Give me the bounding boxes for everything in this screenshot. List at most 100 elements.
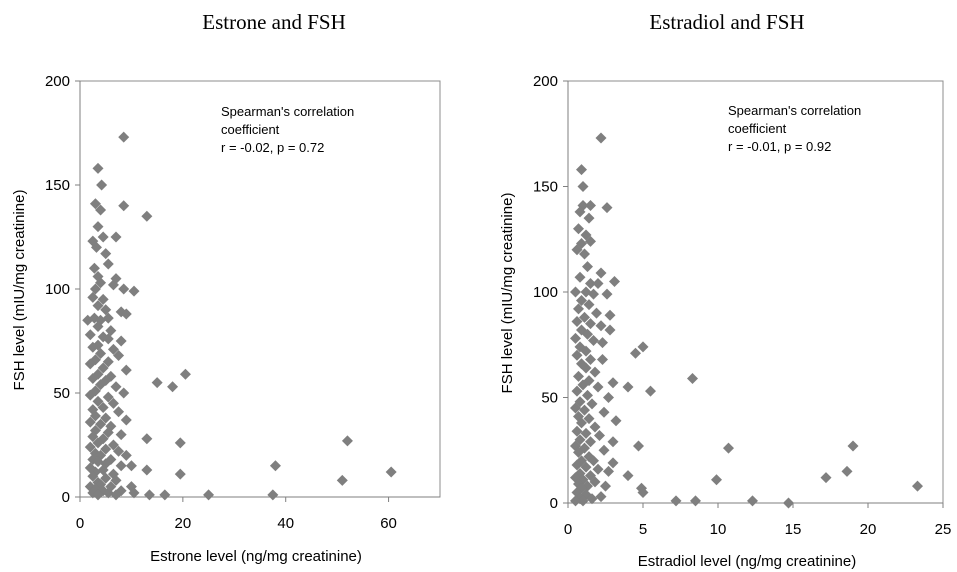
data-point bbox=[102, 258, 114, 270]
data-point bbox=[582, 261, 593, 273]
data-point bbox=[687, 373, 698, 385]
data-point bbox=[585, 199, 596, 211]
data-point bbox=[118, 131, 130, 143]
y-tick-label: 50 bbox=[541, 390, 558, 407]
data-point bbox=[92, 162, 104, 174]
data-point bbox=[583, 299, 595, 311]
data-point bbox=[95, 418, 107, 430]
data-point bbox=[588, 288, 599, 300]
data-point bbox=[589, 421, 601, 433]
points bbox=[570, 132, 923, 509]
data-point bbox=[610, 415, 622, 427]
y-tick-label: 50 bbox=[53, 385, 70, 402]
data-point bbox=[120, 364, 132, 376]
data-point bbox=[607, 436, 619, 448]
data-point bbox=[87, 341, 99, 353]
data-point bbox=[115, 429, 127, 441]
data-point bbox=[585, 354, 596, 366]
data-point bbox=[92, 395, 104, 407]
data-point bbox=[595, 132, 607, 144]
data-point bbox=[118, 387, 130, 399]
data-point bbox=[113, 406, 125, 418]
data-point bbox=[585, 318, 596, 330]
data-point bbox=[179, 368, 191, 380]
annotation-line-2: coefficient bbox=[221, 122, 280, 137]
data-point bbox=[747, 495, 758, 507]
data-point bbox=[100, 248, 112, 260]
data-point bbox=[571, 349, 583, 361]
data-point bbox=[598, 444, 610, 456]
data-point bbox=[604, 324, 616, 336]
data-point bbox=[588, 455, 599, 467]
data-point bbox=[84, 358, 96, 370]
y-tick-label: 200 bbox=[533, 73, 558, 90]
data-point bbox=[87, 372, 99, 384]
data-point bbox=[107, 279, 119, 291]
data-point bbox=[92, 320, 104, 332]
data-point bbox=[90, 241, 102, 253]
data-point bbox=[783, 497, 794, 509]
data-point bbox=[174, 437, 186, 449]
data-point bbox=[102, 391, 114, 403]
y-tick-label: 150 bbox=[533, 179, 558, 196]
data-point bbox=[107, 343, 119, 355]
data-point bbox=[151, 377, 163, 389]
data-point bbox=[577, 379, 589, 391]
data-point bbox=[128, 487, 140, 499]
data-point bbox=[637, 341, 649, 353]
y-ticks: 0 50 100 150 200 bbox=[45, 73, 80, 506]
data-point bbox=[601, 202, 613, 214]
data-point bbox=[110, 381, 122, 393]
data-point bbox=[570, 495, 581, 507]
data-point bbox=[102, 356, 114, 368]
data-point bbox=[105, 325, 117, 337]
data-point bbox=[113, 445, 125, 457]
data-point bbox=[583, 413, 595, 425]
data-point bbox=[95, 277, 107, 289]
data-point bbox=[87, 291, 99, 303]
x-tick-label: 5 bbox=[639, 521, 647, 538]
data-point bbox=[84, 416, 96, 428]
data-point bbox=[592, 278, 604, 290]
data-point bbox=[97, 231, 109, 243]
data-point bbox=[92, 489, 104, 501]
data-point bbox=[120, 449, 132, 461]
x-axis-label: Estradiol level (ng/mg creatinine) bbox=[638, 553, 856, 570]
data-point bbox=[594, 429, 605, 441]
data-point bbox=[586, 493, 598, 505]
data-point bbox=[102, 333, 114, 345]
data-point bbox=[597, 337, 608, 349]
data-point bbox=[128, 285, 140, 297]
data-point bbox=[102, 487, 114, 499]
data-point bbox=[573, 303, 584, 315]
data-point bbox=[95, 347, 107, 359]
annotation-line-3: r = -0.02, p = 0.72 bbox=[221, 140, 324, 155]
data-point bbox=[591, 307, 602, 319]
data-point bbox=[820, 472, 832, 484]
x-tick-label: 60 bbox=[380, 515, 397, 532]
data-point bbox=[607, 377, 619, 389]
data-point bbox=[571, 244, 583, 256]
y-tick-label: 150 bbox=[45, 177, 70, 194]
data-point bbox=[92, 221, 104, 233]
data-point bbox=[579, 404, 590, 416]
annotation-line-1: Spearman's correlation bbox=[728, 103, 861, 118]
x-ticks: 0 20 40 60 bbox=[76, 497, 397, 532]
data-point bbox=[586, 398, 598, 410]
x-tick-label: 10 bbox=[710, 521, 727, 538]
y-axis-label: FSH level (mIU/mg creatinine) bbox=[11, 190, 28, 391]
data-point bbox=[570, 402, 581, 414]
data-point bbox=[92, 456, 104, 468]
data-point bbox=[582, 389, 593, 401]
data-point bbox=[603, 392, 614, 403]
data-point bbox=[576, 417, 587, 429]
data-point bbox=[595, 491, 607, 503]
data-point bbox=[141, 433, 153, 445]
annotation-line-2: coefficient bbox=[728, 121, 787, 136]
data-point bbox=[588, 335, 599, 347]
data-point bbox=[580, 362, 592, 374]
data-point bbox=[582, 328, 593, 340]
data-point bbox=[269, 460, 281, 472]
data-point bbox=[577, 181, 589, 192]
data-point bbox=[690, 495, 701, 507]
